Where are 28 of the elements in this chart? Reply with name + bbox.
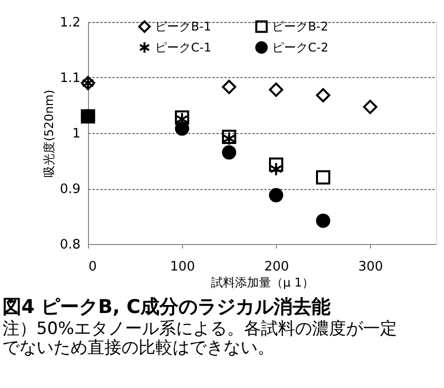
point: [222, 80, 236, 94]
y-tick-label: 1: [72, 126, 80, 142]
point: [268, 82, 284, 97]
y-tick-label: 1.2: [60, 16, 80, 30]
legend-label: ピークB-2: [272, 20, 328, 34]
x-axis-title: 試料添加量（μ 1）: [210, 276, 314, 290]
point: [268, 158, 284, 172]
legend-label: ピークC-1: [155, 40, 212, 54]
y-tick-label: 0.8: [60, 238, 80, 252]
x-tick-label: 300: [358, 260, 384, 274]
x-tick-label: 200: [264, 260, 290, 274]
point: [268, 188, 284, 202]
y-tick-label: 0.9: [60, 182, 80, 197]
point: [316, 170, 330, 185]
text: 図4 ピークB, C成分のラジカル消去能: [2, 296, 330, 318]
y-axis-title: 吸光度(520nm): [42, 90, 56, 178]
point: [222, 145, 236, 160]
x-tick-label: 0: [88, 260, 97, 274]
point: [316, 88, 330, 102]
x-tick-label: 100: [170, 260, 195, 274]
y-tick-label: 1.1: [60, 71, 80, 86]
point: [316, 214, 330, 228]
point: [270, 162, 282, 176]
text: 注）50%エタノール系による。各試料の濃度が一定でないため直接の比較はできない。: [2, 319, 398, 358]
legend-label: ピークB-1: [155, 20, 212, 34]
point: [363, 100, 378, 114]
point: [174, 121, 190, 136]
legend-label: ピークC-2: [272, 40, 328, 54]
